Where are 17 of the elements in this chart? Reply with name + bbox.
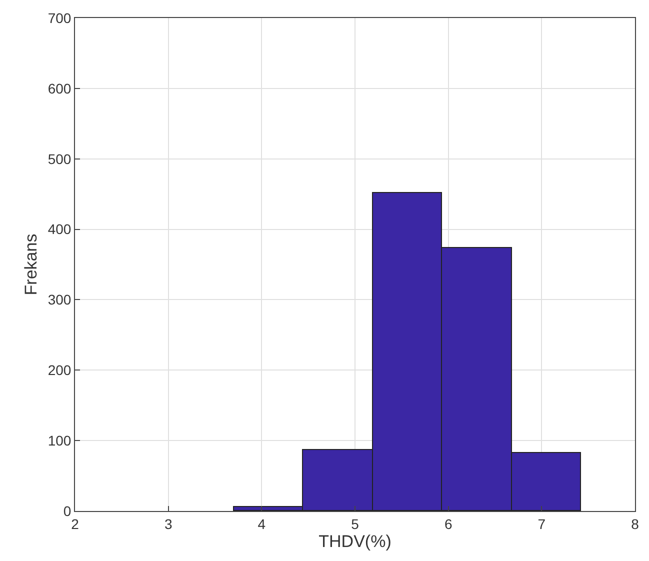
y-tick-label: 200 — [48, 362, 72, 378]
x-axis-title: THDV(%) — [318, 532, 392, 552]
y-tick-label: 300 — [48, 292, 72, 308]
x-tick-label: 6 — [444, 516, 452, 532]
y-tick-label: 100 — [48, 432, 72, 448]
x-tick-label: 7 — [538, 516, 546, 532]
x-tick-label: 3 — [164, 516, 172, 532]
x-tick-label: 2 — [71, 516, 80, 532]
x-tick-label: 4 — [258, 516, 266, 532]
x-tick-label: 5 — [351, 516, 360, 532]
y-tick-label: 500 — [48, 150, 72, 167]
y-axis-title: Frekans — [21, 234, 40, 296]
y-tick-label: 700 — [48, 10, 72, 26]
y-tick-label: 0 — [63, 502, 72, 519]
y-tick-label: 600 — [48, 80, 72, 96]
y-tick-label: 400 — [48, 221, 72, 238]
x-tick-label: 8 — [631, 516, 640, 532]
